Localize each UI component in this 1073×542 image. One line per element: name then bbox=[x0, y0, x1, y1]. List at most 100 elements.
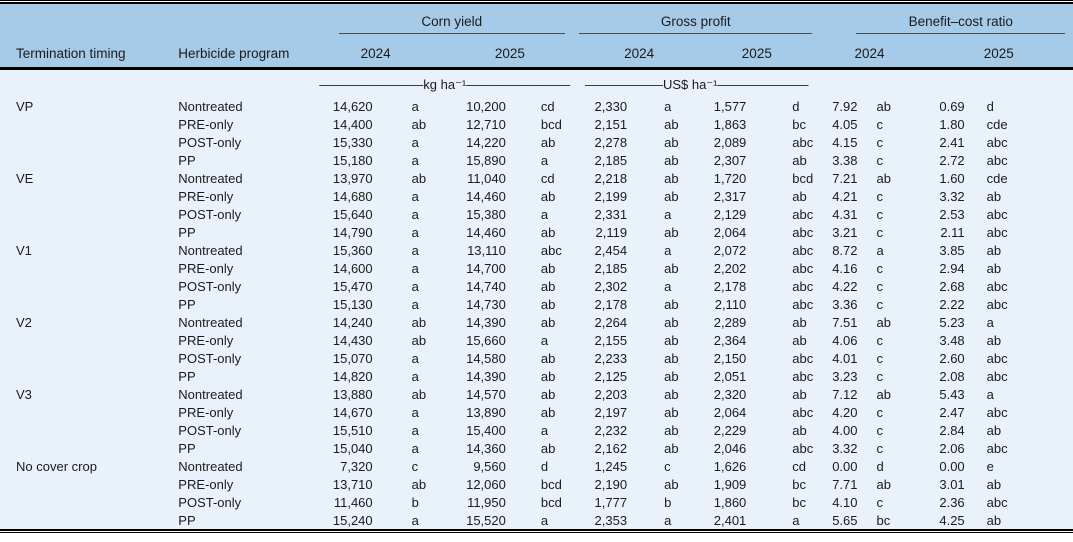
corn-yield-2024-value: 14,680 bbox=[332, 188, 373, 204]
gross-profit-2025-letter: bc bbox=[792, 476, 807, 492]
table-row: POST-only 15,070 a 14,580 ab 2,233 ab 2,… bbox=[0, 349, 1073, 367]
table-row: PRE-only 14,680 a 14,460 ab 2,199 ab 2,3… bbox=[0, 187, 1073, 205]
bcr-2024-value: 4.15 bbox=[832, 134, 858, 150]
bcr-2024-letter: c bbox=[876, 134, 884, 150]
gross-profit-2024-value: 2,151 bbox=[594, 116, 628, 132]
corn-yield-2024-value: 7,320 bbox=[340, 458, 373, 474]
corn-yield-2025-letter: a bbox=[540, 206, 549, 222]
table-row: POST-only 15,510 a 15,400 a 2,232 ab 2,2… bbox=[0, 421, 1073, 439]
herbicide-program-cell: POST-only bbox=[178, 278, 242, 294]
corn-yield-2025-value: 14,390 bbox=[466, 314, 506, 330]
corn-yield-2024-value: 15,130 bbox=[332, 296, 373, 312]
bcr-2024-letter: ab bbox=[876, 98, 891, 114]
bcr-2024-value: 7.71 bbox=[832, 476, 858, 492]
corn-yield-2024-letter: a bbox=[411, 224, 419, 240]
spacer-cell bbox=[0, 3, 172, 34]
gross-profit-2024-value: 2,278 bbox=[594, 134, 628, 150]
corn-yield-2024-letter: a bbox=[411, 368, 419, 384]
table-row: PRE-only 14,430 ab 15,660 a 2,155 ab 2,3… bbox=[0, 331, 1073, 349]
corn-yield-2024-letter: a bbox=[411, 512, 419, 528]
corn-yield-2025-value: 14,700 bbox=[466, 260, 506, 276]
bcr-2025-value: 3.48 bbox=[939, 332, 965, 348]
gross-profit-2025-letter: bc bbox=[792, 494, 807, 510]
table-row: VE Nontreated 13,970 ab 11,040 cd 2,218 … bbox=[0, 169, 1073, 187]
gross-profit-2025-letter: ab bbox=[792, 314, 807, 330]
termination-timing-cell bbox=[0, 151, 172, 169]
bcr-2025-letter: cde bbox=[986, 116, 1008, 132]
gross-profit-2025-value: 1,863 bbox=[713, 116, 747, 132]
bcr-2024-value: 7.21 bbox=[832, 170, 858, 186]
gross-profit-2024-letter: ab bbox=[664, 152, 679, 168]
bcr-2025-letter: ab bbox=[986, 242, 1002, 258]
termination-timing-cell bbox=[0, 295, 172, 313]
gross-profit-2025-letter: ab bbox=[792, 386, 807, 402]
termination-timing-cell: V3 bbox=[16, 386, 32, 402]
bcr-2025-value: 2.94 bbox=[939, 260, 965, 276]
bcr-2025-letter: ab bbox=[986, 332, 1002, 348]
corn-yield-2025-letter: a bbox=[540, 512, 549, 528]
gross-profit-2025-letter: a bbox=[792, 512, 800, 528]
gross-profit-2024-value: 2,264 bbox=[594, 314, 628, 330]
termination-timing-cell bbox=[0, 187, 172, 205]
bcr-2025-letter: abc bbox=[986, 296, 1008, 312]
corn-yield-2025-letter: cd bbox=[540, 170, 555, 186]
spacer-cell bbox=[172, 3, 310, 34]
corn-yield-2024-value: 15,330 bbox=[332, 134, 373, 150]
corn-yield-2025-letter: d bbox=[540, 458, 549, 474]
gross-profit-2025-value: 2,320 bbox=[713, 386, 747, 402]
bcr-2025-value: 2.06 bbox=[939, 440, 965, 456]
gross-profit-2025-letter: abc bbox=[792, 368, 814, 384]
corn-yield-2025-letter: cd bbox=[540, 98, 555, 114]
bcr-2024-value: 3.38 bbox=[832, 152, 858, 168]
bcr-2025-value: 2.84 bbox=[939, 422, 965, 438]
termination-timing-cell bbox=[0, 511, 172, 530]
gross-profit-2025-letter: abc bbox=[792, 440, 814, 456]
gross-profit-2024-value: 2,218 bbox=[594, 170, 628, 186]
gross-profit-2025-value: 2,150 bbox=[713, 350, 747, 366]
gross-profit-2025-value: 2,401 bbox=[713, 512, 747, 528]
corn-yield-2025-value: 11,040 bbox=[467, 170, 506, 186]
herbicide-program-cell: PRE-only bbox=[178, 116, 234, 132]
gross-profit-2024-letter: a bbox=[664, 512, 672, 528]
corn-yield-2025-letter: ab bbox=[540, 224, 556, 240]
bcr-2024-value: 4.21 bbox=[832, 188, 858, 204]
bcr-2025-letter: abc bbox=[986, 368, 1008, 384]
corn-yield-2024-letter: ab bbox=[411, 476, 427, 492]
corn-yield-2024-letter: a bbox=[411, 404, 419, 420]
gross-profit-2025-value: 2,110 bbox=[714, 296, 747, 312]
corn-yield-2024-value: 14,820 bbox=[332, 368, 373, 384]
gross-profit-2025-value: 2,072 bbox=[713, 242, 747, 258]
corn-yield-2025-letter: ab bbox=[540, 314, 556, 330]
table-row: No cover crop Nontreated 7,320 c 9,560 d… bbox=[0, 457, 1073, 475]
gross-profit-2024-value: 2,330 bbox=[594, 98, 628, 114]
herbicide-program-cell: PP bbox=[178, 440, 196, 456]
bcr-2024-letter: c bbox=[876, 404, 884, 420]
corn-yield-2025-value: 14,390 bbox=[466, 368, 506, 384]
gross-profit-2025-header: 2025 bbox=[741, 46, 772, 61]
termination-timing-cell: VP bbox=[16, 98, 34, 114]
corn-yield-2024-letter: a bbox=[411, 260, 419, 276]
spanner-header-row: Corn yield Gross profit Benefit–cost rat… bbox=[0, 3, 1073, 34]
corn-yield-2025-letter: a bbox=[540, 422, 549, 438]
herbicide-program-cell: PP bbox=[178, 224, 196, 240]
corn-yield-2024-letter: c bbox=[411, 458, 419, 474]
gross-profit-2024-letter: ab bbox=[664, 422, 679, 438]
gross-profit-2024-letter: ab bbox=[664, 134, 679, 150]
gross-profit-2025-letter: ab bbox=[792, 152, 807, 168]
corn-yield-2024-value: 14,790 bbox=[332, 224, 373, 240]
gross-profit-2025-value: 2,317 bbox=[713, 188, 747, 204]
gross-profit-2024-letter: a bbox=[664, 242, 672, 258]
table-row: PP 14,790 a 14,460 ab 2,119 ab 2,064 abc… bbox=[0, 223, 1073, 241]
bcr-2024-letter: c bbox=[876, 188, 884, 204]
bcr-2024-value: 3.21 bbox=[832, 224, 858, 240]
gross-profit-2025-letter: ab bbox=[792, 188, 807, 204]
gross-profit-2024-letter: ab bbox=[664, 224, 679, 240]
bcr-2025-value: 2.72 bbox=[939, 152, 965, 168]
termination-timing-cell bbox=[0, 133, 172, 151]
benefit-cost-ratio-header: Benefit–cost ratio bbox=[856, 14, 1065, 34]
termination-timing-cell bbox=[0, 331, 172, 349]
gross-profit-2024-value: 2,178 bbox=[594, 296, 628, 312]
gross-profit-2024-value: 2,185 bbox=[594, 152, 628, 168]
bcr-2025-value: 3.32 bbox=[939, 188, 965, 204]
gross-profit-2024-value: 2,331 bbox=[594, 206, 628, 222]
